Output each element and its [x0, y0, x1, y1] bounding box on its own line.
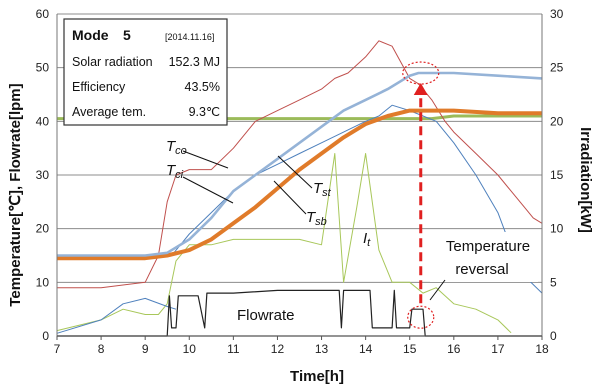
- x-tick-label: 9: [142, 342, 149, 356]
- series-line-tst: [57, 71, 543, 257]
- label-tco: Tco: [166, 138, 187, 157]
- info-row-value: 43.5%: [185, 80, 220, 94]
- info-row-value: 9.3℃: [189, 105, 220, 119]
- y-left-tick-label: 50: [36, 61, 50, 75]
- label-flowrate: Flowrate: [237, 307, 295, 324]
- series-line-flowrate: [57, 289, 542, 337]
- y-right-tick-label: 15: [550, 168, 564, 182]
- y-right-tick-label: 30: [550, 7, 564, 21]
- x-tick-label: 12: [271, 342, 285, 356]
- x-tick-label: 8: [98, 342, 105, 356]
- y-right-tick-label: 10: [550, 222, 564, 236]
- series-line-it: [56, 153, 512, 334]
- x-tick-label: 17: [491, 342, 505, 356]
- reversal-circle-top: [402, 61, 440, 85]
- x-tick-label: 7: [54, 342, 61, 356]
- info-mode-value: 5: [123, 27, 131, 43]
- ticks-layer: 7 8 9 10 11 12 13 14 15 16 17 180102030405060051015…: [36, 7, 564, 356]
- info-row-label: Solar radiation: [72, 55, 153, 69]
- x-tick-label: 13: [315, 342, 329, 356]
- label-it: It: [363, 230, 371, 249]
- x-tick-label: 10: [183, 342, 197, 356]
- y-left-tick-label: 30: [36, 168, 50, 182]
- reversal-arrow-head: [413, 83, 428, 96]
- info-box: Mode 5 [2014.11.16] Solar radiation 152.…: [63, 18, 228, 126]
- series-line-tsb: [57, 108, 542, 261]
- y-left-tick-label: 60: [36, 7, 50, 21]
- x-tick-label: 15: [403, 342, 417, 356]
- info-mode-label: Mode: [72, 27, 109, 43]
- y-right-axis-title: Irradiation[kW]: [577, 127, 593, 233]
- y-left-tick-label: 20: [36, 222, 50, 236]
- series-line-ambient: [57, 114, 542, 121]
- y-right-tick-label: 20: [550, 114, 564, 128]
- series-layer: [56, 40, 543, 337]
- reversal-circle-bottom: [407, 305, 435, 329]
- y-left-axis-title: Temperature[℃], Flowrate[lpm]: [7, 83, 24, 306]
- info-row-label: Efficiency: [72, 80, 126, 94]
- label-reversal-2: reversal: [455, 261, 508, 278]
- x-tick-label: 16: [447, 342, 461, 356]
- y-right-tick-label: 25: [550, 61, 564, 75]
- series-line-bottom: [56, 297, 177, 334]
- label-tsb: Tsb: [306, 209, 327, 228]
- label-reversal-1: Temperature: [446, 238, 530, 255]
- x-tick-label: 18: [535, 342, 549, 356]
- info-row-value: 152.3 MJ: [169, 55, 220, 69]
- x-tick-label: 11: [227, 342, 240, 356]
- x-tick-label: 14: [359, 342, 373, 356]
- info-row-label: Average tem.: [72, 105, 146, 119]
- label-tci: Tci: [166, 162, 184, 181]
- y-left-tick-label: 10: [36, 275, 50, 289]
- y-left-tick-label: 40: [36, 114, 50, 128]
- annotations: Tco Tci Tst Tsb It Flowrate Temperature …: [166, 138, 538, 324]
- series-line-tco: [57, 40, 543, 289]
- label-tst: Tst: [313, 180, 332, 199]
- x-axis-title: Time[h]: [290, 368, 344, 385]
- y-right-tick-label: 5: [550, 275, 557, 289]
- info-date: [2014.11.16]: [165, 32, 214, 42]
- y-right-tick-label: 0: [550, 329, 557, 343]
- plot-frame: [56, 14, 543, 337]
- reversal-highlight: [402, 61, 440, 329]
- y-left-tick-label: 0: [42, 329, 49, 343]
